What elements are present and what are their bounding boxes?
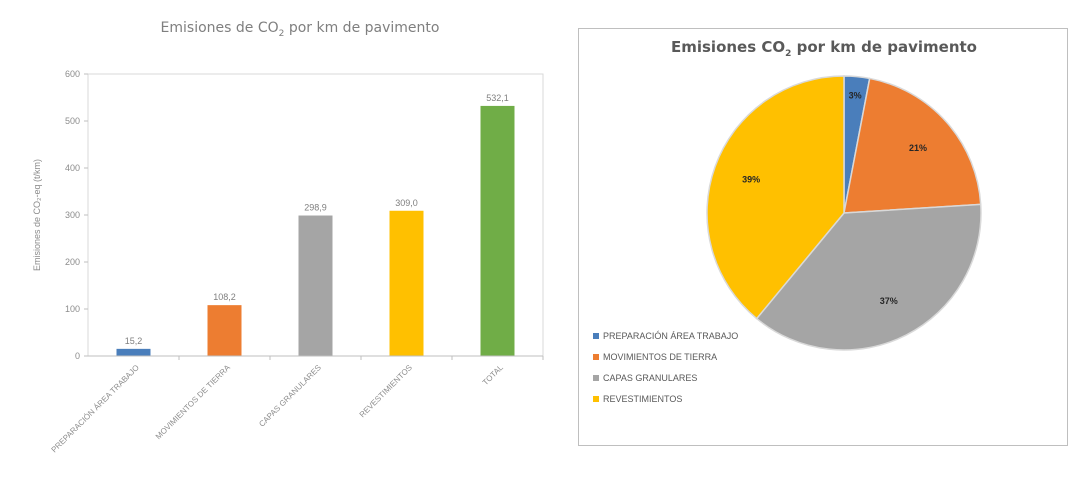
y-tick-label: 100: [65, 304, 80, 314]
bar: [480, 105, 515, 357]
legend-label: PREPARACIÓN ÁREA TRABAJO: [603, 330, 739, 341]
x-category-label: REVESTIMIENTOS: [358, 363, 414, 419]
pie-slice-label: 21%: [909, 143, 927, 153]
bar-chart-title: Emisiones de CO2 por km de pavimento: [160, 20, 440, 39]
legend-item: MOVIMIENTOS DE TIERRA: [593, 346, 738, 367]
pie-slice-label: 37%: [880, 296, 898, 306]
x-category-label: TOTAL: [481, 363, 505, 387]
pie-slice: [706, 75, 845, 320]
y-axis-title: Emisiones de CO₂-eq (t/km): [32, 159, 42, 271]
y-tick-label: 400: [65, 163, 80, 173]
legend-item: PREPARACIÓN ÁREA TRABAJO: [593, 325, 738, 346]
y-tick-label: 200: [65, 257, 80, 267]
pie-slice: [843, 77, 982, 214]
bar-value-label: 298,9: [304, 203, 327, 213]
bar: [389, 210, 424, 356]
legend-swatch: [593, 332, 599, 339]
pie-slice-label: 39%: [742, 175, 760, 185]
bar-value-label: 309,0: [395, 198, 418, 208]
legend-label: CAPAS GRANULARES: [603, 372, 698, 383]
legend-item: CAPAS GRANULARES: [593, 367, 738, 388]
pie-chart-panel: Emisiones CO2 por km de pavimento 3% 21% 3…: [578, 28, 1068, 446]
pie-slice: [755, 203, 982, 351]
legend-swatch: [593, 353, 599, 360]
bar: [116, 348, 151, 356]
x-category-label: PREPARACIÓN ÁREA TRABAJO: [50, 363, 141, 454]
legend-swatch: [593, 395, 599, 402]
legend-label: REVESTIMIENTOS: [603, 393, 683, 404]
bar: [298, 215, 333, 356]
pie-slice-label: 3%: [849, 91, 862, 101]
y-tick-label: 600: [65, 69, 80, 79]
y-tick-label: 500: [65, 116, 80, 126]
pie-chart-title: Emisiones CO2 por km de pavimento: [670, 38, 977, 59]
bar-value-label: 108,2: [213, 292, 236, 302]
x-category-label: CAPAS GRANULARES: [257, 363, 323, 429]
y-tick-label: 0: [75, 351, 80, 361]
bar-value-label: 15,2: [125, 336, 143, 346]
bar: [207, 305, 242, 356]
y-tick-label: 300: [65, 210, 80, 220]
x-category-label: MOVIMIENTOS DE TIERRA: [154, 363, 233, 442]
pie-legend: PREPARACIÓN ÁREA TRABAJO MOVIMIENTOS DE …: [593, 325, 738, 409]
bar-value-label: 532,1: [486, 93, 509, 103]
bar-chart-panel: Emisiones de CO2 por km de pavimento 0 10…: [32, 20, 544, 454]
legend-label: MOVIMIENTOS DE TIERRA: [603, 351, 718, 362]
legend-swatch: [593, 374, 599, 381]
legend-item: REVESTIMIENTOS: [593, 388, 738, 409]
bar-chart: 0 100 200 300 400 500 600 Emisiones de CO₂-eq (…: [32, 69, 544, 454]
pie-chart: 3% 21% 37% 39%: [706, 75, 982, 351]
